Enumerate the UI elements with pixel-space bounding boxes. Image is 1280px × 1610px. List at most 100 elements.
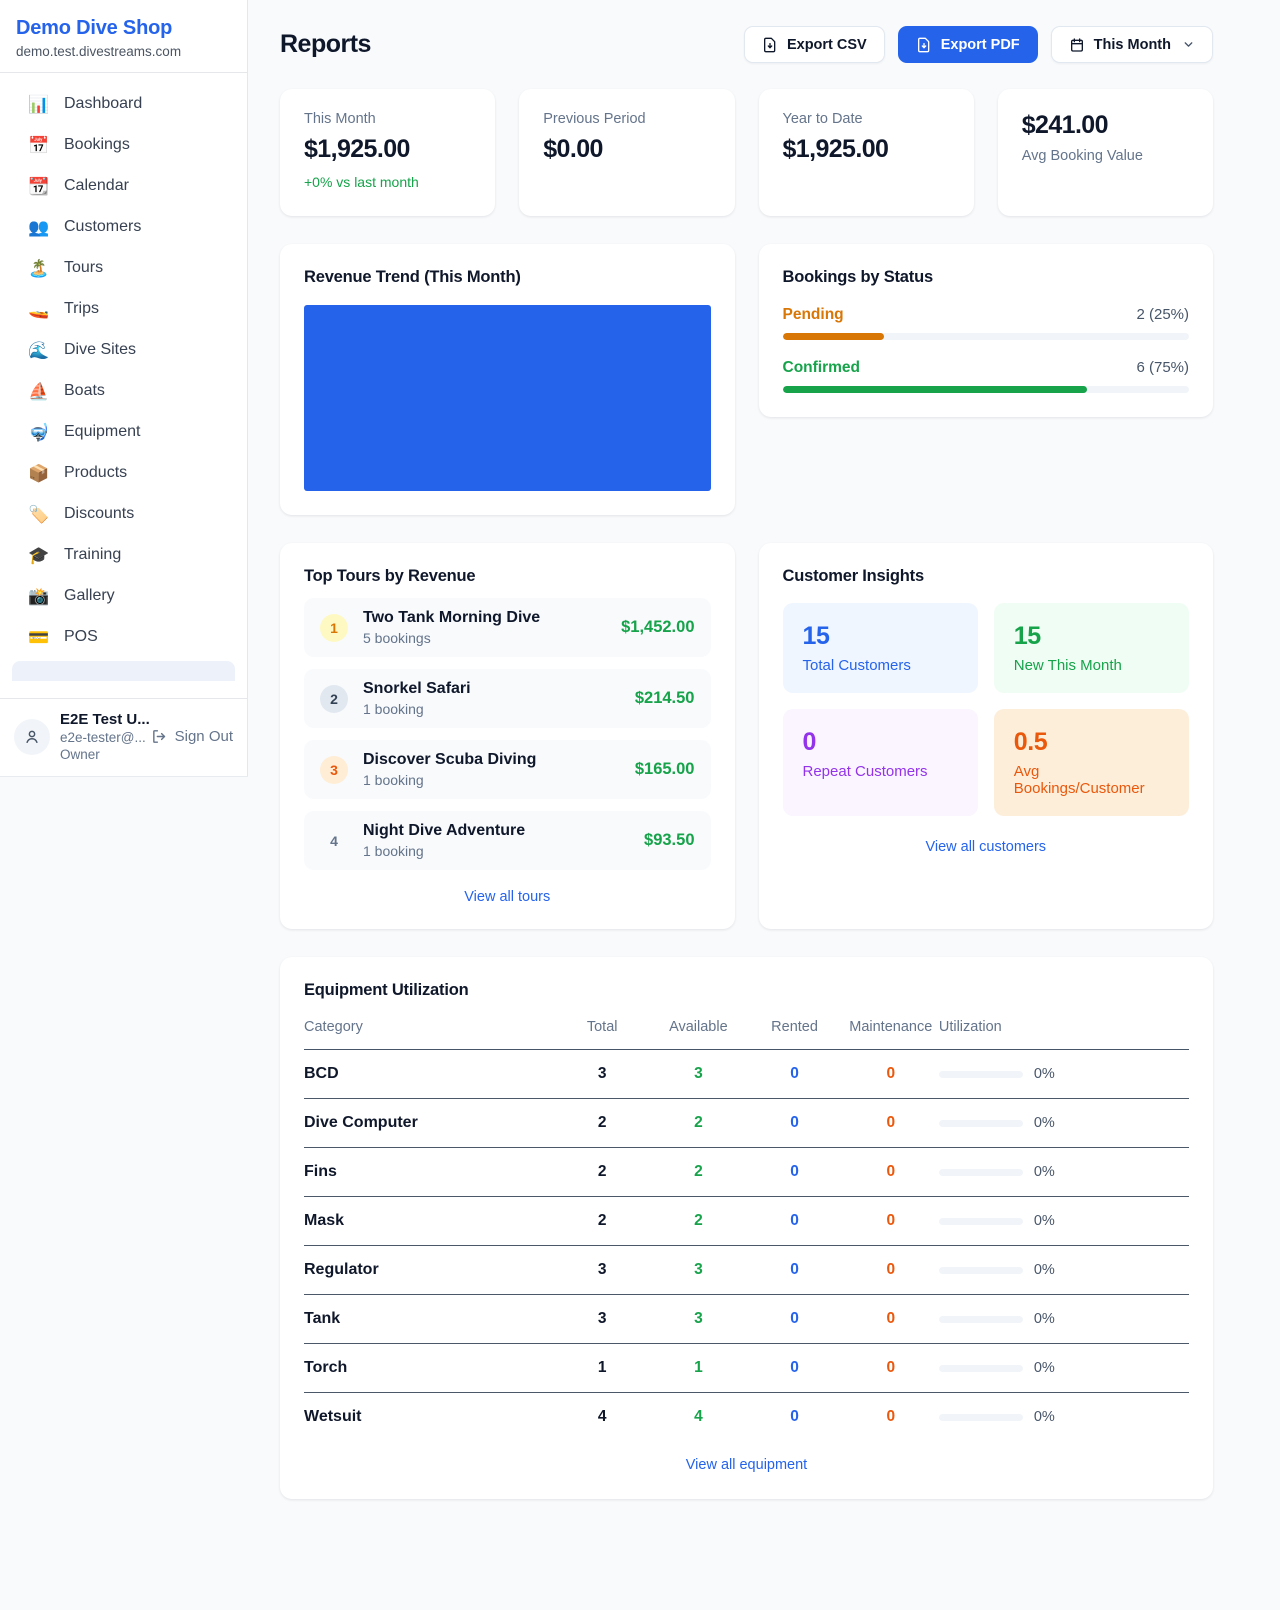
customer-insights-card: Customer Insights 15 Total Customers 15 … <box>758 543 1213 929</box>
tour-row: 3 Discover Scuba Diving 1 booking $165.0… <box>304 740 711 799</box>
person-icon <box>26 730 38 743</box>
progress-track <box>782 386 1189 393</box>
tour-row: 1 Two Tank Morning Dive 5 bookings $1,45… <box>304 598 711 657</box>
customers-icon: 👥 <box>28 217 50 237</box>
page-title: Reports <box>280 30 371 58</box>
view-all-tours-link[interactable]: View all tours <box>464 889 551 905</box>
dashboard-icon: 📊 <box>28 94 50 114</box>
sidebar-nav: 📊 Dashboard 📅 Bookings 📆 Calendar 👥 Customer… <box>0 73 247 661</box>
view-all-equipment-link[interactable]: View all equipment <box>685 1457 808 1473</box>
sidebar-item-trips[interactable]: 🚤 Trips <box>28 299 99 319</box>
user-footer: E2E Test U... e2e-tester@... Owner Sign … <box>0 698 247 776</box>
stat-value: $1,925.00 <box>304 135 410 163</box>
sidebar-item-discounts[interactable]: 🏷️ Discounts <box>28 504 135 524</box>
sidebar: Demo Dive Shop demo.test.divestreams.com… <box>0 0 248 777</box>
export-csv-button[interactable]: Export CSV <box>743 26 885 63</box>
status-row-pending: Pending 2 (25%) <box>782 306 1189 340</box>
bookings-icon: 📅 <box>28 135 50 155</box>
bookings-status-card: Bookings by Status Pending 2 (25%) Confi… <box>758 244 1213 417</box>
utilization-bar <box>938 1315 1023 1323</box>
view-all-customers-link[interactable]: View all customers <box>925 839 1047 855</box>
utilization-bar <box>938 1217 1023 1225</box>
rank-badge: 2 <box>320 684 348 713</box>
utilization-bar <box>938 1364 1023 1372</box>
page-header: Reports Export CSV Export PDF This Month <box>280 26 1213 63</box>
dive-sites-icon: 🌊 <box>28 340 50 360</box>
rank-badge: 1 <box>320 613 348 642</box>
sidebar-item-tours[interactable]: 🏝️ Tours <box>28 258 104 278</box>
period-dropdown[interactable]: This Month <box>1050 26 1213 63</box>
sidebar-item-gallery[interactable]: 📸 Gallery <box>28 586 115 606</box>
stat-card-this-month: This Month $1,925.00 +0% vs last month <box>280 89 496 216</box>
sidebar-item-customers[interactable]: 👥 Customers <box>28 217 142 237</box>
rank-badge: 3 <box>320 755 348 784</box>
stat-value: $241.00 <box>1021 111 1109 139</box>
stat-card-avg-booking: $241.00 Avg Booking Value <box>997 89 1213 216</box>
discounts-icon: 🏷️ <box>28 504 50 524</box>
status-row-confirmed: Confirmed 6 (75%) <box>782 359 1189 393</box>
rank-badge: 4 <box>330 832 338 849</box>
progress-track <box>782 333 1189 340</box>
equipment-icon: 🤿 <box>28 422 50 442</box>
table-header-row: Category Total Available Rented Maintena… <box>304 1019 1189 1050</box>
table-row: Mask 2 2 0 0 0% <box>304 1196 1189 1246</box>
status-count: 6 (75%) <box>1136 359 1189 376</box>
sidebar-item-products[interactable]: 📦 Products <box>28 463 128 483</box>
charts-row: Revenue Trend (This Month) Bookings by S… <box>280 244 1213 515</box>
utilization-bar <box>938 1266 1023 1274</box>
stat-value: $0.00 <box>543 135 603 163</box>
utilization-bar <box>938 1119 1023 1127</box>
table-row: Torch 1 1 0 0 0% <box>304 1343 1189 1393</box>
header-actions: Export CSV Export PDF This Month <box>743 26 1213 63</box>
gallery-icon: 📸 <box>28 586 50 606</box>
progress-fill <box>782 386 1088 393</box>
sidebar-item-bookings[interactable]: 📅 Bookings <box>28 135 130 155</box>
stats-row: This Month $1,925.00 +0% vs last month P… <box>280 89 1213 216</box>
file-download-icon <box>917 37 930 52</box>
stat-card-year-to-date: Year to Date $1,925.00 <box>758 89 974 216</box>
equipment-utilization-card: Equipment Utilization Category Total Ava… <box>280 957 1213 1499</box>
avatar <box>14 718 50 755</box>
tours-icon: 🏝️ <box>28 258 50 278</box>
table-row: Fins 2 2 0 0 0% <box>304 1147 1189 1197</box>
sidebar-item-dive-sites[interactable]: 🌊 Dive Sites <box>28 340 137 360</box>
table-row: Wetsuit 4 4 0 0 0% <box>304 1408 1055 1425</box>
training-icon: 🎓 <box>28 545 50 565</box>
sidebar-item-calendar[interactable]: 📆 Calendar <box>28 176 129 196</box>
revenue-trend-card: Revenue Trend (This Month) <box>280 244 735 515</box>
table-row: Regulator 3 3 0 0 0% <box>304 1245 1189 1295</box>
calendar-icon <box>1070 37 1083 52</box>
status-label: Confirmed <box>782 359 861 376</box>
table-row: Tank 3 3 0 0 0% <box>304 1294 1189 1344</box>
utilization-bar <box>938 1413 1023 1421</box>
insights-row: Top Tours by Revenue 1 Two Tank Morning … <box>280 543 1213 929</box>
sidebar-item-boats[interactable]: ⛵ Boats <box>28 381 105 401</box>
sidebar-item-equipment[interactable]: 🤿 Equipment <box>28 422 141 442</box>
brand-block: Demo Dive Shop demo.test.divestreams.com <box>0 0 247 73</box>
sidebar-item-partial[interactable] <box>12 661 235 681</box>
user-name: E2E Test U... <box>60 711 150 728</box>
sidebar-item-training[interactable]: 🎓 Training <box>28 545 122 565</box>
progress-fill <box>782 333 885 340</box>
insights-grid: 15 Total Customers 15 New This Month 0 R… <box>782 603 1189 816</box>
sidebar-item-pos[interactable]: 💳 POS <box>28 627 98 647</box>
revenue-trend-chart <box>304 305 711 491</box>
boats-icon: ⛵ <box>28 381 50 401</box>
tour-row: 2 Snorkel Safari 1 booking $214.50 <box>304 669 711 728</box>
pos-icon: 💳 <box>28 627 50 647</box>
chevron-down-icon <box>1184 42 1193 47</box>
status-label: Pending <box>782 306 844 323</box>
calendar-icon: 📆 <box>28 176 50 196</box>
sign-out-button[interactable]: Sign Out <box>151 728 233 745</box>
export-pdf-button[interactable]: Export PDF <box>897 26 1038 63</box>
table-row: Dive Computer 2 2 0 0 0% <box>304 1098 1189 1148</box>
sidebar-item-dashboard[interactable]: 📊 Dashboard <box>28 94 143 114</box>
top-tours-card: Top Tours by Revenue 1 Two Tank Morning … <box>280 543 735 929</box>
insight-repeat-customers: 0 Repeat Customers <box>782 709 978 816</box>
main-content: Reports Export CSV Export PDF This Month… <box>248 0 1280 1547</box>
status-count: 2 (25%) <box>1136 306 1189 323</box>
stat-value: $1,925.00 <box>782 135 889 163</box>
user-info: E2E Test U... e2e-tester@... Owner <box>60 711 150 762</box>
insight-total-customers: 15 Total Customers <box>782 603 978 693</box>
stat-card-previous-period: Previous Period $0.00 <box>519 89 735 216</box>
